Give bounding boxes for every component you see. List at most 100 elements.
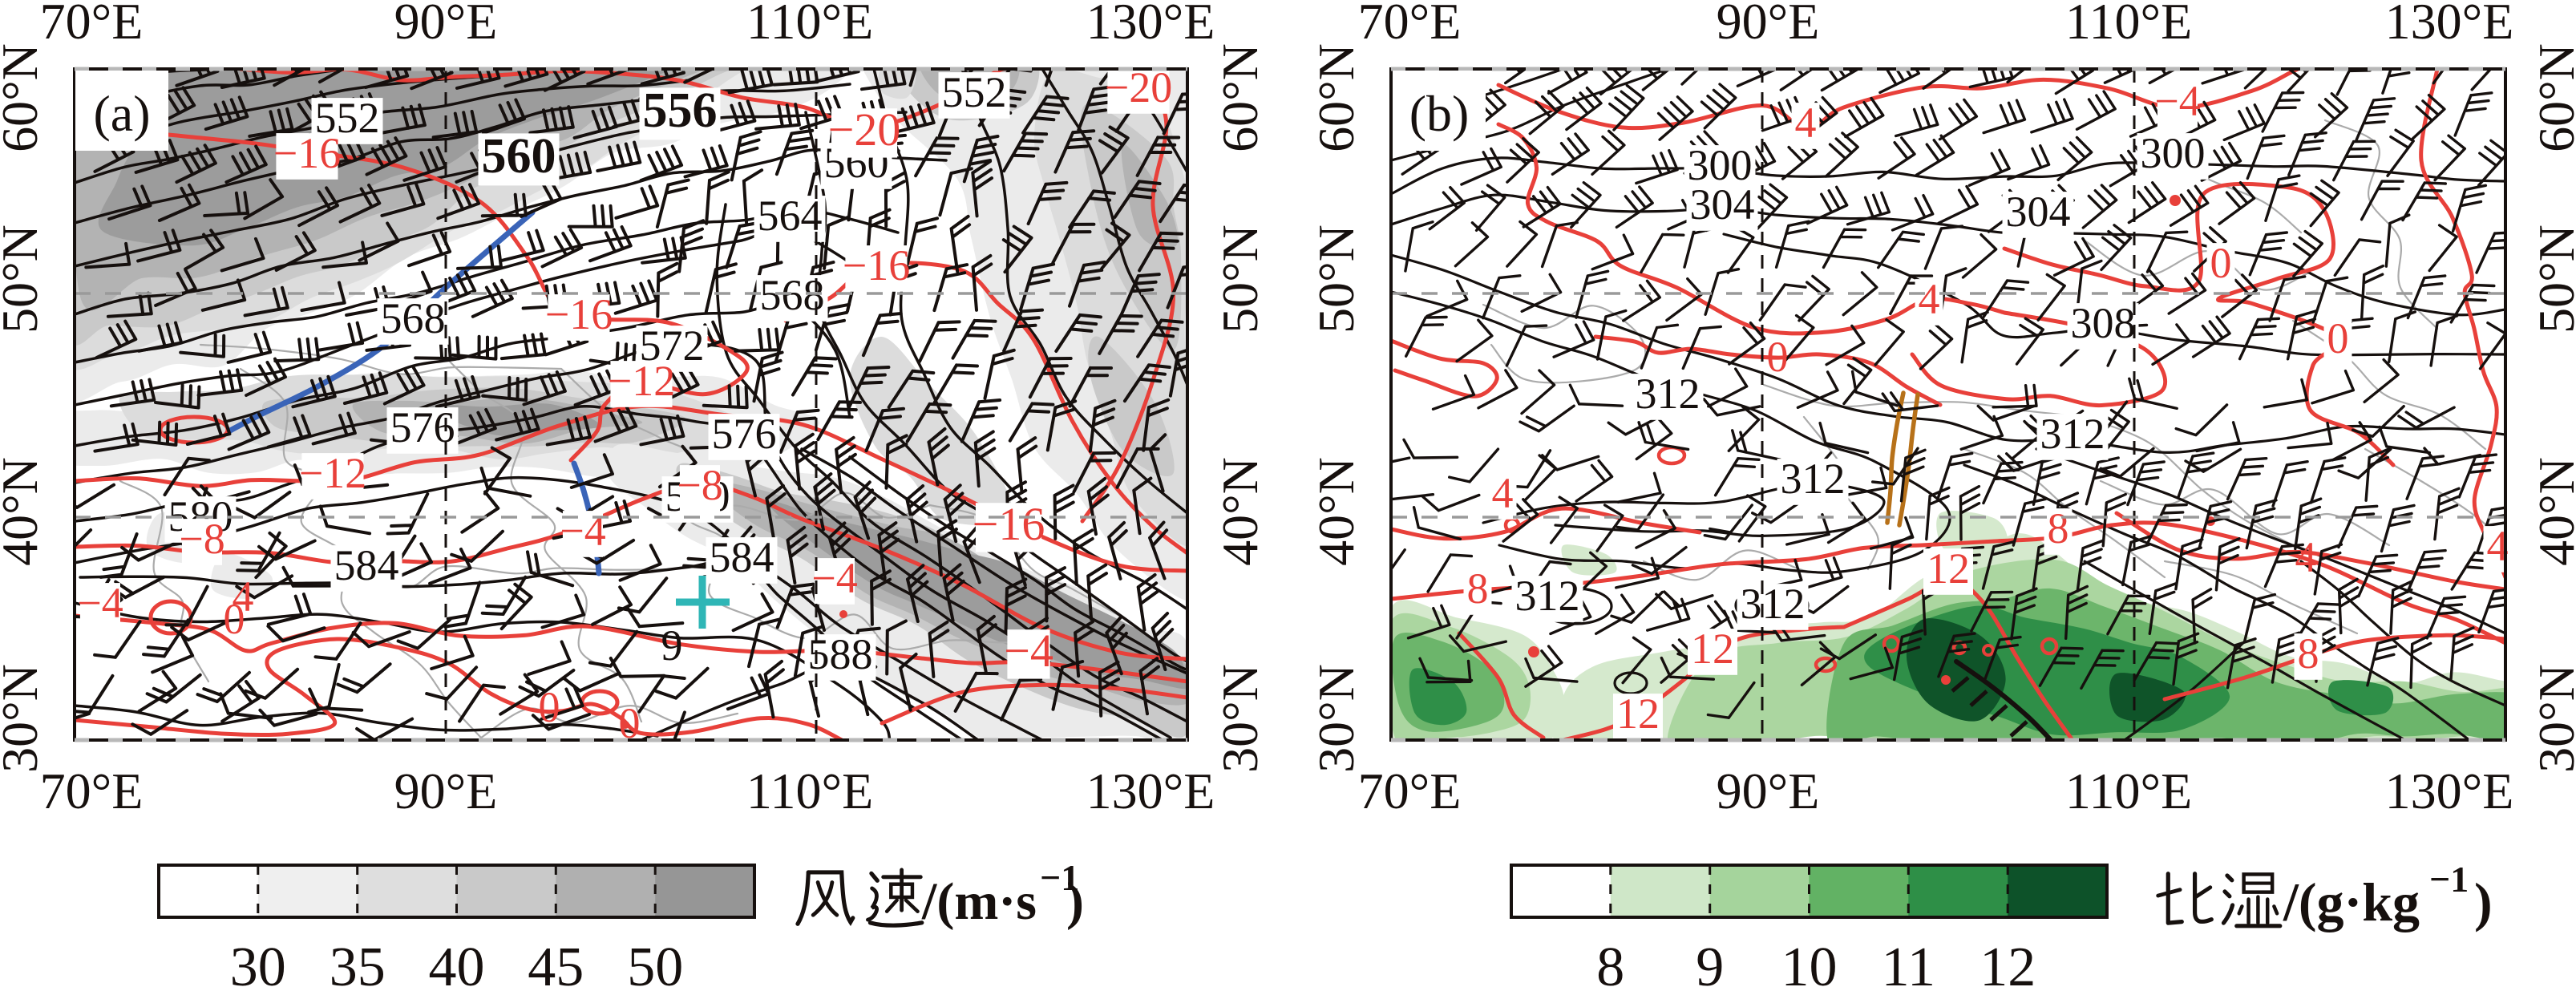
svg-text:12: 12 [1616,690,1660,738]
svg-text:−16: −16 [843,241,910,289]
svg-text:8: 8 [1596,936,1624,987]
svg-text:(a): (a) [93,85,150,142]
svg-text:4: 4 [2295,533,2317,581]
svg-text:0: 0 [1767,333,1789,381]
svg-text:312: 312 [1515,572,1580,620]
svg-text:−16: −16 [973,498,1045,550]
svg-text:50°N: 50°N [1308,225,1365,334]
svg-text:312: 312 [1636,370,1700,418]
svg-text:564: 564 [758,192,823,240]
svg-text:−12: −12 [608,357,675,405]
svg-text:): ) [2474,872,2493,932]
svg-text:312: 312 [2040,410,2105,458]
svg-text:45: 45 [528,936,584,987]
svg-text:304: 304 [1690,180,1755,229]
svg-text:30°N: 30°N [2528,664,2576,773]
svg-text:10: 10 [1781,936,1838,987]
svg-text:35: 35 [330,936,386,987]
svg-text:30: 30 [230,936,286,987]
svg-text:4: 4 [233,572,254,621]
svg-text:110°E: 110°E [2065,762,2192,819]
svg-text:−4: −4 [77,579,123,627]
svg-text:50°N: 50°N [0,225,48,334]
svg-text:−12: −12 [299,449,366,497]
svg-text:90°E: 90°E [394,0,498,50]
svg-text:556: 556 [643,83,718,138]
svg-text:60°N: 60°N [2528,43,2576,152]
svg-text:60°N: 60°N [0,43,48,152]
svg-text:4: 4 [1919,275,1940,323]
svg-text:0: 0 [2210,239,2232,287]
svg-text:568: 568 [381,294,446,342]
svg-text:40°N: 40°N [0,457,48,566]
svg-text:−16: −16 [273,129,341,177]
svg-text:584: 584 [334,541,399,589]
svg-text:8: 8 [1467,564,1489,613]
svg-text:9: 9 [1696,936,1724,987]
svg-text:40: 40 [429,936,485,987]
svg-text:130°E: 130°E [1086,762,1215,819]
svg-text:−20: −20 [828,103,901,156]
svg-text:110°E: 110°E [746,0,873,50]
svg-text:576: 576 [390,403,455,451]
svg-text:): ) [1066,872,1084,931]
svg-text:0: 0 [2327,314,2349,362]
svg-text:308: 308 [2071,299,2136,347]
svg-text:560: 560 [482,129,556,184]
svg-text:−1: −1 [2429,859,2469,900]
svg-text:0: 0 [539,683,560,731]
svg-text:110°E: 110°E [2065,0,2192,50]
svg-text:−4: −4 [560,507,605,555]
svg-text:584: 584 [710,533,774,581]
svg-text:40°N: 40°N [1308,457,1365,566]
svg-text:90°E: 90°E [394,762,498,819]
svg-text:304: 304 [2006,188,2071,236]
svg-text:312: 312 [1781,455,1846,503]
svg-text:12: 12 [1691,625,1734,673]
svg-text:8: 8 [2298,629,2319,678]
svg-text:30°N: 30°N [1211,664,1268,773]
svg-text:588: 588 [808,630,873,678]
svg-text:576: 576 [712,410,777,458]
svg-text:50: 50 [627,936,683,987]
svg-text:−8: −8 [179,515,224,563]
svg-text:4: 4 [1492,469,1514,517]
svg-text:60°N: 60°N [1308,43,1365,152]
svg-text:60°N: 60°N [1211,43,1268,152]
svg-text:70°E: 70°E [1358,0,1462,50]
svg-text:70°E: 70°E [40,762,144,819]
svg-text:11: 11 [1882,936,1935,987]
svg-text:−20: −20 [1105,63,1172,111]
svg-text:−4: −4 [1004,625,1053,677]
svg-text:90°E: 90°E [1717,762,1820,819]
svg-text:−4: −4 [811,554,857,602]
svg-text:0: 0 [224,595,245,643]
svg-text:130°E: 130°E [2385,762,2514,819]
svg-text:−16: −16 [545,290,613,338]
svg-text:300: 300 [2141,129,2206,177]
svg-text:/(g·kg: /(g·kg [2283,872,2420,932]
svg-text:−1: −1 [1040,857,1079,898]
svg-text:−4: −4 [2154,77,2200,125]
svg-text:70°E: 70°E [40,0,144,50]
svg-text:130°E: 130°E [1086,0,1215,50]
svg-text:/(m·s: /(m·s [921,872,1037,931]
svg-text:(b): (b) [1409,85,1470,142]
svg-text:30°N: 30°N [0,664,48,773]
svg-text:50°N: 50°N [2528,225,2576,334]
svg-text:568: 568 [760,271,825,319]
svg-text:312: 312 [1741,580,1806,628]
svg-text:−8: −8 [677,461,722,509]
svg-text:40°N: 40°N [2528,457,2576,566]
svg-text:50°N: 50°N [1211,225,1268,334]
svg-text:12: 12 [1927,544,1970,593]
svg-text:110°E: 110°E [746,762,873,819]
svg-text:90°E: 90°E [1717,0,1820,50]
svg-text:12: 12 [1980,936,2036,987]
svg-text:70°E: 70°E [1358,762,1462,819]
svg-text:8: 8 [2048,504,2069,552]
svg-text:4: 4 [1795,99,1817,147]
svg-text:40°N: 40°N [1211,457,1268,566]
svg-text:30°N: 30°N [1308,664,1365,773]
svg-text:130°E: 130°E [2385,0,2514,50]
